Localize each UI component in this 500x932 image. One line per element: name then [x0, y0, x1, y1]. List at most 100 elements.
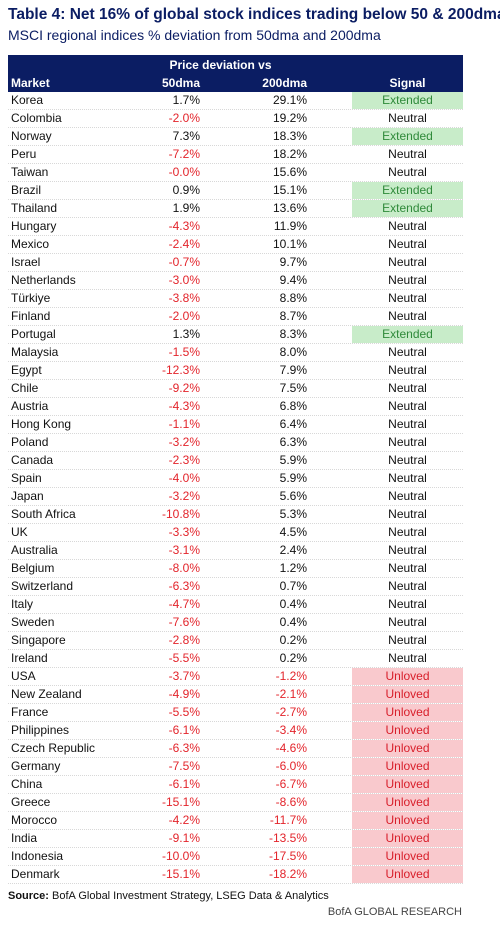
deviation: -1.5%	[168, 345, 200, 359]
deviation: 2.4%	[279, 543, 307, 557]
deviation: -2.4%	[168, 237, 200, 251]
signal: Extended	[352, 92, 463, 109]
table-row: Norway 7.3% 18.3% Extended	[8, 128, 463, 146]
deviation: 8.7%	[279, 309, 307, 323]
source: Source: BofA Global Investment Strategy,…	[8, 890, 329, 902]
signal: Neutral	[388, 597, 427, 611]
table-row: Israel -0.7% 9.7% Neutral	[8, 254, 463, 272]
table-row: Poland -3.2% 6.3% Neutral	[8, 434, 463, 452]
signal: Unloved	[352, 794, 463, 811]
deviation: -1.2%	[275, 669, 307, 683]
signal: Neutral	[388, 453, 427, 467]
table-row: Singapore -2.8% 0.2% Neutral	[8, 632, 463, 650]
signal: Neutral	[388, 615, 427, 629]
deviation: -3.3%	[168, 525, 200, 539]
deviation: -2.3%	[168, 453, 200, 467]
deviation: -12.3%	[161, 363, 200, 377]
deviation: 18.3%	[272, 129, 307, 143]
market: South Africa	[11, 507, 76, 521]
deviation: -8.0%	[168, 561, 200, 575]
signal: Extended	[352, 182, 463, 199]
table-row: USA -3.7% -1.2% Unloved	[8, 668, 463, 686]
signal: Neutral	[388, 147, 427, 161]
signal: Unloved	[352, 668, 463, 685]
table-row: Belgium -8.0% 1.2% Neutral	[8, 560, 463, 578]
source-text: BofA Global Investment Strategy, LSEG Da…	[52, 890, 329, 902]
market: Korea	[11, 93, 44, 107]
signal: Neutral	[388, 435, 427, 449]
table-row: India -9.1% -13.5% Unloved	[8, 830, 463, 848]
signal: Neutral	[388, 381, 427, 395]
column-header: 50dma	[161, 76, 200, 90]
deviation: 29.1%	[272, 93, 307, 107]
table-row: Australia -3.1% 2.4% Neutral	[8, 542, 463, 560]
deviation: 0.2%	[279, 651, 307, 665]
signal: Extended	[352, 200, 463, 217]
signal: Extended	[352, 128, 463, 145]
subtitle: MSCI regional indices % deviation from 5…	[8, 27, 381, 43]
table-row: Greece -15.1% -8.6% Unloved	[8, 794, 463, 812]
deviation: -15.1%	[161, 867, 200, 881]
market: Thailand	[11, 201, 58, 215]
signal: Neutral	[388, 363, 427, 377]
market: Canada	[11, 453, 54, 467]
signal: Neutral	[388, 237, 427, 251]
deviation: 0.7%	[279, 579, 307, 593]
table-row: Mexico -2.4% 10.1% Neutral	[8, 236, 463, 254]
deviation: -4.9%	[168, 687, 200, 701]
brand: BofA GLOBAL RESEARCH	[327, 906, 462, 918]
deviation: 8.3%	[279, 327, 307, 341]
table-row: Spain -4.0% 5.9% Neutral	[8, 470, 463, 488]
signal: Neutral	[388, 255, 427, 269]
table-row: Sweden -7.6% 0.4% Neutral	[8, 614, 463, 632]
market: Switzerland	[11, 579, 74, 593]
deviation: 0.9%	[172, 183, 200, 197]
table-row: Hong Kong -1.1% 6.4% Neutral	[8, 416, 463, 434]
deviation: -6.3%	[168, 741, 200, 755]
table-row: China -6.1% -6.7% Unloved	[8, 776, 463, 794]
title: Table 4: Net 16% of global stock indices…	[8, 6, 500, 23]
signal: Unloved	[352, 704, 463, 721]
deviation: -7.2%	[168, 147, 200, 161]
market: Finland	[11, 309, 51, 323]
table-row: Canada -2.3% 5.9% Neutral	[8, 452, 463, 470]
signal: Neutral	[388, 417, 427, 431]
deviation: 8.8%	[279, 291, 307, 305]
deviation: 5.6%	[279, 489, 307, 503]
deviation: 1.9%	[172, 201, 200, 215]
table-row: Taiwan -0.0% 15.6% Neutral	[8, 164, 463, 182]
signal: Unloved	[352, 812, 463, 829]
market: Indonesia	[11, 849, 64, 863]
market: Belgium	[11, 561, 55, 575]
deviation: -10.8%	[161, 507, 200, 521]
table-header: Price deviation vs Market 50dma 200dma S…	[8, 55, 463, 92]
table-row: Egypt -12.3% 7.9% Neutral	[8, 362, 463, 380]
market: Brazil	[11, 183, 42, 197]
column-header: Market	[11, 76, 50, 90]
deviation: -6.0%	[275, 759, 307, 773]
deviation: 5.9%	[279, 453, 307, 467]
market: Chile	[11, 381, 39, 395]
deviation: -5.5%	[168, 705, 200, 719]
deviation: -13.5%	[268, 831, 307, 845]
deviation: -10.0%	[161, 849, 200, 863]
signal: Neutral	[388, 507, 427, 521]
table-row: Italy -4.7% 0.4% Neutral	[8, 596, 463, 614]
deviation: -3.0%	[168, 273, 200, 287]
deviation: 5.9%	[279, 471, 307, 485]
table-row: Finland -2.0% 8.7% Neutral	[8, 308, 463, 326]
deviation: -7.5%	[168, 759, 200, 773]
deviation: 8.0%	[279, 345, 307, 359]
column-header: Signal	[389, 76, 426, 90]
deviation: 1.3%	[172, 327, 200, 341]
signal: Unloved	[352, 758, 463, 775]
table-row: Korea 1.7% 29.1% Extended	[8, 92, 463, 110]
market: Italy	[11, 597, 34, 611]
market: Spain	[11, 471, 42, 485]
group-header: Price deviation vs	[169, 58, 272, 72]
market: USA	[11, 669, 36, 683]
table-row: Thailand 1.9% 13.6% Extended	[8, 200, 463, 218]
deviation: 0.4%	[279, 597, 307, 611]
market: Peru	[11, 147, 37, 161]
